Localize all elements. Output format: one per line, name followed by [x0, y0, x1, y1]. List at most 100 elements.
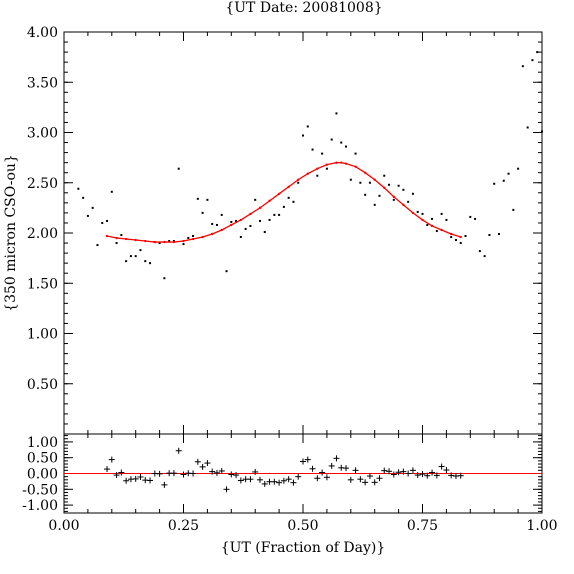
data-point: [368, 181, 371, 184]
data-point: [297, 181, 300, 184]
data-point: [292, 200, 295, 203]
data-point: [106, 219, 109, 222]
data-point: [474, 217, 477, 220]
residual-point: [247, 476, 254, 483]
data-point: [149, 262, 152, 265]
fit-point: [354, 165, 357, 168]
fit-point: [440, 228, 443, 232]
fit-point: [191, 237, 195, 241]
fit-point: [201, 235, 204, 239]
residual-point: [376, 475, 383, 482]
chart-title: {UT Date: 20081008}: [225, 0, 382, 16]
residual-point: [285, 476, 292, 483]
residual-x-ticks: 0.00 0.25 0.50 0.75 1.00: [48, 434, 558, 534]
data-point: [459, 242, 462, 245]
fit-point: [249, 212, 252, 216]
residual-point: [256, 476, 263, 483]
data-point: [392, 198, 395, 201]
residual-point: [118, 469, 125, 476]
fit-point: [124, 237, 128, 241]
data-point: [77, 187, 80, 190]
data-point: [407, 200, 410, 203]
residual-point: [228, 471, 235, 478]
data-point: [306, 125, 309, 128]
residual-point: [424, 472, 431, 479]
residual-point: [175, 447, 182, 454]
residual-y-tick-label: -1.00: [22, 498, 58, 514]
residual-point: [104, 466, 111, 473]
data-point: [192, 235, 195, 238]
main-y-tick-label: 4.00: [27, 25, 58, 41]
data-point: [521, 65, 524, 68]
fit-point: [306, 172, 309, 175]
residual-point: [457, 472, 464, 479]
fit-point: [210, 232, 214, 236]
fit-point: [325, 163, 329, 166]
data-point: [120, 234, 123, 237]
data-point: [96, 244, 99, 247]
data-point: [249, 224, 252, 227]
main-y-tick-label: 1.50: [27, 276, 58, 292]
fit-point: [340, 161, 343, 164]
fit-point: [373, 178, 376, 181]
residual-panel: 1.000.500.00-0.50-1.00 0.00 0.25 0.50 0.75 1…: [22, 433, 558, 534]
data-point: [82, 196, 85, 199]
data-point: [488, 234, 491, 237]
data-point: [349, 178, 352, 181]
data-point: [388, 183, 391, 186]
data-point: [278, 213, 281, 216]
fit-point: [144, 239, 147, 243]
fit-point: [239, 218, 243, 222]
data-point: [230, 220, 233, 223]
data-point: [158, 242, 161, 245]
data-point: [144, 260, 147, 263]
residual-point: [409, 467, 416, 474]
residual-point: [347, 476, 354, 483]
residual-point: [343, 465, 350, 472]
data-point: [383, 174, 386, 177]
data-point: [440, 212, 443, 215]
residual-point: [328, 462, 335, 469]
main-plot-frame: [63, 31, 543, 435]
residual-point: [252, 468, 259, 475]
residual-point: [443, 467, 450, 474]
x-tick-label: 1.00: [526, 518, 557, 534]
fit-point: [115, 236, 118, 240]
residual-point: [190, 470, 197, 477]
fit-point: [344, 162, 348, 165]
residual-point: [137, 473, 144, 480]
data-point: [168, 240, 171, 243]
residual-point: [300, 458, 306, 465]
data-point: [378, 194, 381, 197]
residual-point: [237, 477, 244, 484]
fit-point: [363, 171, 367, 174]
fit-point: [163, 240, 166, 244]
data-point: [493, 182, 496, 185]
main-y-tick-label: 0.50: [27, 377, 58, 393]
residual-point: [213, 469, 220, 476]
residual-y-tick-label: -0.50: [22, 482, 58, 498]
data-point: [206, 198, 209, 201]
data-point: [517, 167, 520, 170]
data-point: [258, 219, 261, 222]
residual-point: [371, 479, 378, 486]
residual-point: [280, 477, 287, 484]
residual-point: [170, 470, 177, 477]
data-point: [235, 219, 238, 222]
x-tick-label: 0.25: [168, 518, 199, 534]
data-point: [268, 218, 271, 221]
fit-point: [392, 195, 396, 199]
residual-point: [156, 470, 163, 477]
fit-point: [402, 203, 405, 207]
main-y-tick-label: 2.00: [27, 226, 58, 242]
fit-point: [411, 211, 415, 215]
residual-point: [352, 467, 359, 474]
data-point: [397, 184, 400, 187]
residual-point: [357, 476, 364, 483]
residual-point: [309, 465, 316, 472]
data-point: [196, 197, 199, 200]
fit-point: [258, 206, 262, 210]
data-point: [497, 233, 500, 236]
main-fit-curve: [105, 161, 462, 244]
